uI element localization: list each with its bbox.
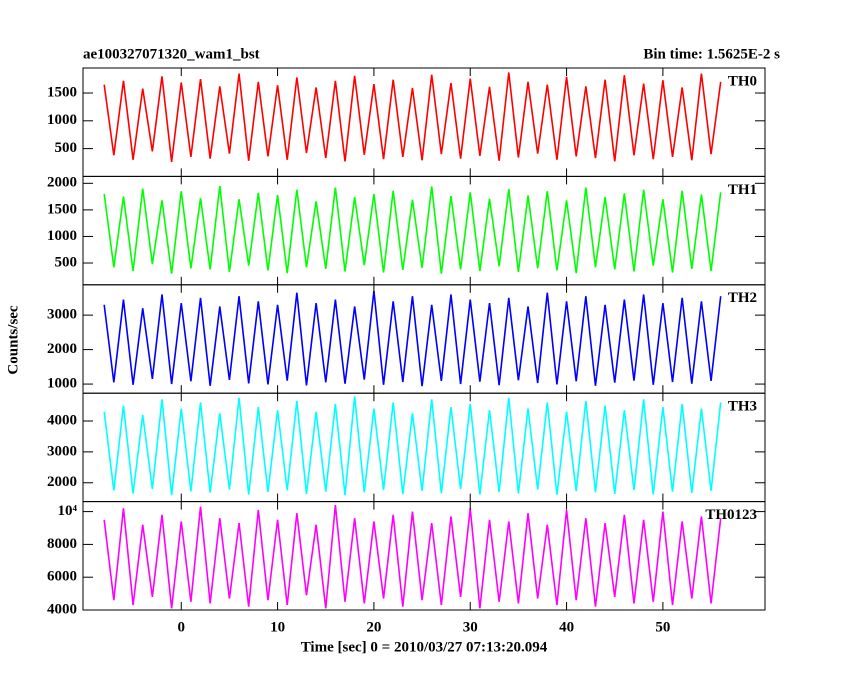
light-curve (103, 185, 722, 274)
y-tick-label: 1000 (47, 112, 77, 128)
light-curve (103, 72, 722, 163)
x-tick-label: 50 (655, 619, 670, 635)
y-tick-label: 1500 (47, 201, 77, 217)
panel-frame (82, 175, 766, 286)
y-tick-label: 8000 (47, 536, 77, 552)
y-tick-label: 1000 (47, 228, 77, 244)
x-tick-label: 20 (366, 619, 381, 635)
y-tick-label: 500 (55, 254, 78, 270)
panel-label: TH0 (728, 73, 757, 89)
light-curve (103, 290, 722, 387)
x-axis-label: Time [sec] 0 = 2010/03/27 07:13:20.094 (301, 639, 548, 655)
panel-label: TH2 (728, 290, 757, 306)
y-tick-label: 6000 (47, 569, 77, 585)
y-tick-label: 1000 (47, 376, 77, 392)
x-tick-label: 0 (178, 619, 186, 635)
panel-label: TH3 (728, 399, 757, 415)
panel-frame (82, 501, 766, 611)
y-tick-label: 4000 (47, 412, 77, 428)
panel-label: TH1 (728, 182, 757, 198)
y-tick-label: 3000 (47, 307, 77, 323)
panel-label: TH0123 (705, 507, 757, 523)
light-curve (103, 504, 722, 609)
x-tick-label: 10 (270, 619, 285, 635)
light-curve (103, 396, 722, 496)
chart-title: ae100327071320_wam1_bst (83, 46, 260, 62)
chart-subtitle: Bin time: 1.5625E-2 s (643, 46, 780, 62)
y-tick-label: 1500 (47, 84, 77, 100)
y-tick-label: 2000 (47, 341, 77, 357)
y-tick-label: 4000 (47, 601, 77, 617)
x-tick-label: 30 (463, 619, 478, 635)
y-tick-label: 3000 (47, 443, 77, 459)
x-tick-label: 40 (559, 619, 574, 635)
y-tick-label: 2000 (47, 175, 77, 191)
y-tick-label: 10⁴ (58, 503, 78, 519)
y-tick-label: 2000 (47, 474, 77, 490)
y-axis-label: Counts/sec (5, 305, 21, 375)
y-tick-label: 500 (55, 140, 78, 156)
